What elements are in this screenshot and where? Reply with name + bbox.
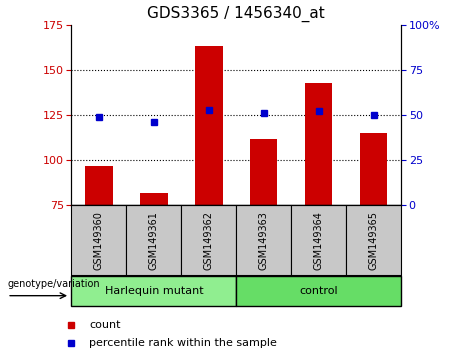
Bar bbox=[360, 133, 387, 205]
Bar bbox=[236, 205, 291, 276]
Text: control: control bbox=[299, 286, 338, 296]
Bar bbox=[346, 205, 401, 276]
Bar bbox=[71, 205, 126, 276]
Text: GSM149362: GSM149362 bbox=[204, 211, 214, 270]
Bar bbox=[181, 205, 236, 276]
Text: genotype/variation: genotype/variation bbox=[7, 279, 100, 289]
Title: GDS3365 / 1456340_at: GDS3365 / 1456340_at bbox=[148, 6, 325, 22]
Bar bbox=[140, 193, 168, 205]
Bar bbox=[305, 82, 332, 205]
Text: GSM149365: GSM149365 bbox=[369, 211, 378, 270]
Bar bbox=[126, 205, 181, 276]
Bar bbox=[195, 46, 223, 205]
Text: percentile rank within the sample: percentile rank within the sample bbox=[89, 338, 278, 348]
Text: GSM149361: GSM149361 bbox=[149, 211, 159, 270]
Bar bbox=[85, 166, 112, 205]
Text: GSM149360: GSM149360 bbox=[94, 211, 104, 270]
Bar bbox=[71, 276, 236, 306]
Text: GSM149363: GSM149363 bbox=[259, 211, 269, 270]
Text: count: count bbox=[89, 320, 121, 330]
Text: Harlequin mutant: Harlequin mutant bbox=[105, 286, 203, 296]
Text: GSM149364: GSM149364 bbox=[313, 211, 324, 270]
Bar bbox=[236, 276, 401, 306]
Bar bbox=[250, 138, 278, 205]
Bar bbox=[291, 205, 346, 276]
